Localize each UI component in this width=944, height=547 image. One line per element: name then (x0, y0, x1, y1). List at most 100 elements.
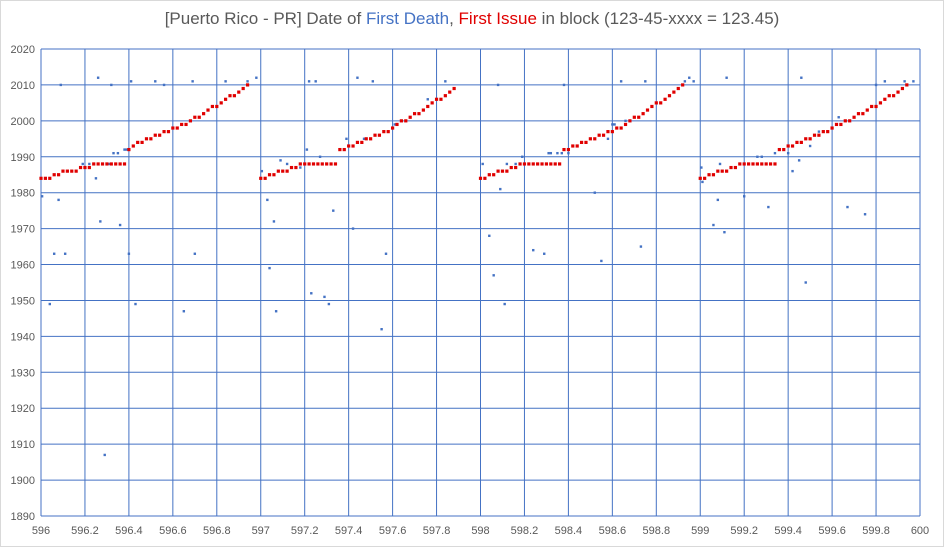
first-issue-point (377, 133, 382, 137)
first-issue-point (267, 173, 272, 177)
first-issue-point (87, 165, 91, 170)
first-death-point (600, 259, 603, 263)
first-death-point (712, 223, 715, 227)
first-issue-point (193, 115, 197, 119)
first-issue-point (303, 162, 307, 166)
first-death-point (224, 80, 227, 83)
first-death-point (567, 151, 570, 155)
first-issue-point (663, 97, 667, 101)
first-issue-point (790, 144, 795, 148)
first-issue-point (641, 112, 645, 116)
first-issue-point (720, 169, 724, 173)
first-issue-point (738, 162, 742, 166)
first-issue-point (70, 169, 74, 173)
first-death-point (800, 76, 803, 79)
first-death-point (549, 151, 553, 155)
first-issue-point (360, 140, 364, 144)
first-death-point (593, 191, 596, 194)
first-death-point (773, 151, 777, 155)
x-tick-label: 597.8 (423, 525, 451, 537)
first-death-point (356, 76, 359, 79)
first-issue-point (667, 94, 672, 98)
first-issue-point (386, 130, 390, 134)
first-issue-point (540, 162, 544, 166)
first-death-point (110, 83, 113, 87)
first-issue-point (342, 147, 346, 152)
first-issue-point (188, 119, 193, 123)
first-issue-point (852, 115, 856, 119)
first-death-point (260, 169, 264, 173)
first-issue-point (382, 130, 386, 134)
first-death-point (804, 281, 807, 284)
first-death-point (817, 130, 821, 133)
title-separator: , (449, 9, 459, 28)
first-death-point (318, 155, 322, 158)
series-first-issue (39, 83, 909, 180)
x-tick-label: 596.4 (115, 525, 143, 537)
first-issue-point (751, 162, 755, 166)
first-issue-point (905, 83, 909, 87)
first-issue-point (681, 83, 685, 87)
first-issue-point (746, 162, 751, 166)
x-axis-tick-labels: 596 596.2 596.4 596.6 596.8 597 597.2 597.4 597.… (32, 525, 929, 537)
first-death-point (791, 169, 794, 173)
first-issue-point (777, 147, 781, 152)
first-issue-point (514, 165, 518, 170)
first-issue-point (289, 165, 294, 170)
first-issue-point (566, 147, 570, 152)
first-issue-point (140, 140, 144, 144)
first-death-point (521, 155, 524, 158)
first-issue-point (263, 176, 267, 180)
first-issue-point (487, 173, 491, 177)
first-issue-point (553, 162, 557, 166)
first-issue-point (105, 162, 109, 166)
first-issue-point (184, 122, 188, 127)
first-issue-point (127, 147, 131, 152)
first-issue-point (241, 86, 245, 91)
first-death-point (123, 148, 126, 151)
first-issue-point (544, 162, 549, 166)
first-death-point (503, 302, 506, 306)
first-death-point (562, 83, 566, 87)
first-issue-point (153, 133, 157, 137)
first-death-point (285, 162, 289, 166)
first-death-point (59, 83, 62, 87)
y-axis-tick-labels: 1890 1900 1910 1920 1930 1940 1950 1960 1970 1980… (11, 44, 35, 523)
first-death-point (488, 234, 491, 237)
first-death-point (613, 123, 616, 126)
first-issue-point (764, 162, 768, 166)
first-issue-point (351, 144, 355, 148)
first-issue-point (158, 133, 162, 137)
first-issue-point (645, 108, 650, 112)
first-issue-point (711, 173, 716, 177)
first-death-point (547, 151, 550, 155)
first-issue-point (795, 140, 799, 144)
first-issue-point (610, 130, 614, 134)
x-tick-label: 596.8 (203, 525, 231, 537)
first-issue-point (417, 112, 421, 116)
first-death-point (272, 220, 276, 223)
first-issue-point (404, 119, 408, 123)
first-death-point (692, 80, 695, 83)
first-issue-point (883, 97, 887, 101)
first-death-point (644, 80, 647, 83)
first-issue-point (773, 162, 777, 166)
first-issue-point (39, 176, 43, 180)
x-tick-label: 597.2 (291, 525, 319, 537)
first-issue-point (527, 162, 531, 166)
first-issue-point (531, 162, 535, 166)
first-issue-point (632, 115, 636, 119)
first-issue-point (606, 130, 610, 134)
first-issue-point (509, 165, 513, 170)
first-issue-point (676, 86, 680, 91)
first-death-point (756, 155, 759, 158)
first-issue-point (562, 147, 566, 152)
first-issue-point (144, 137, 149, 141)
first-issue-point (799, 140, 803, 144)
first-death-point (103, 453, 106, 457)
first-death-point (94, 177, 98, 180)
first-death-point (384, 252, 388, 255)
first-death-point (797, 159, 801, 162)
title-series-first-death: First Death (365, 9, 450, 28)
